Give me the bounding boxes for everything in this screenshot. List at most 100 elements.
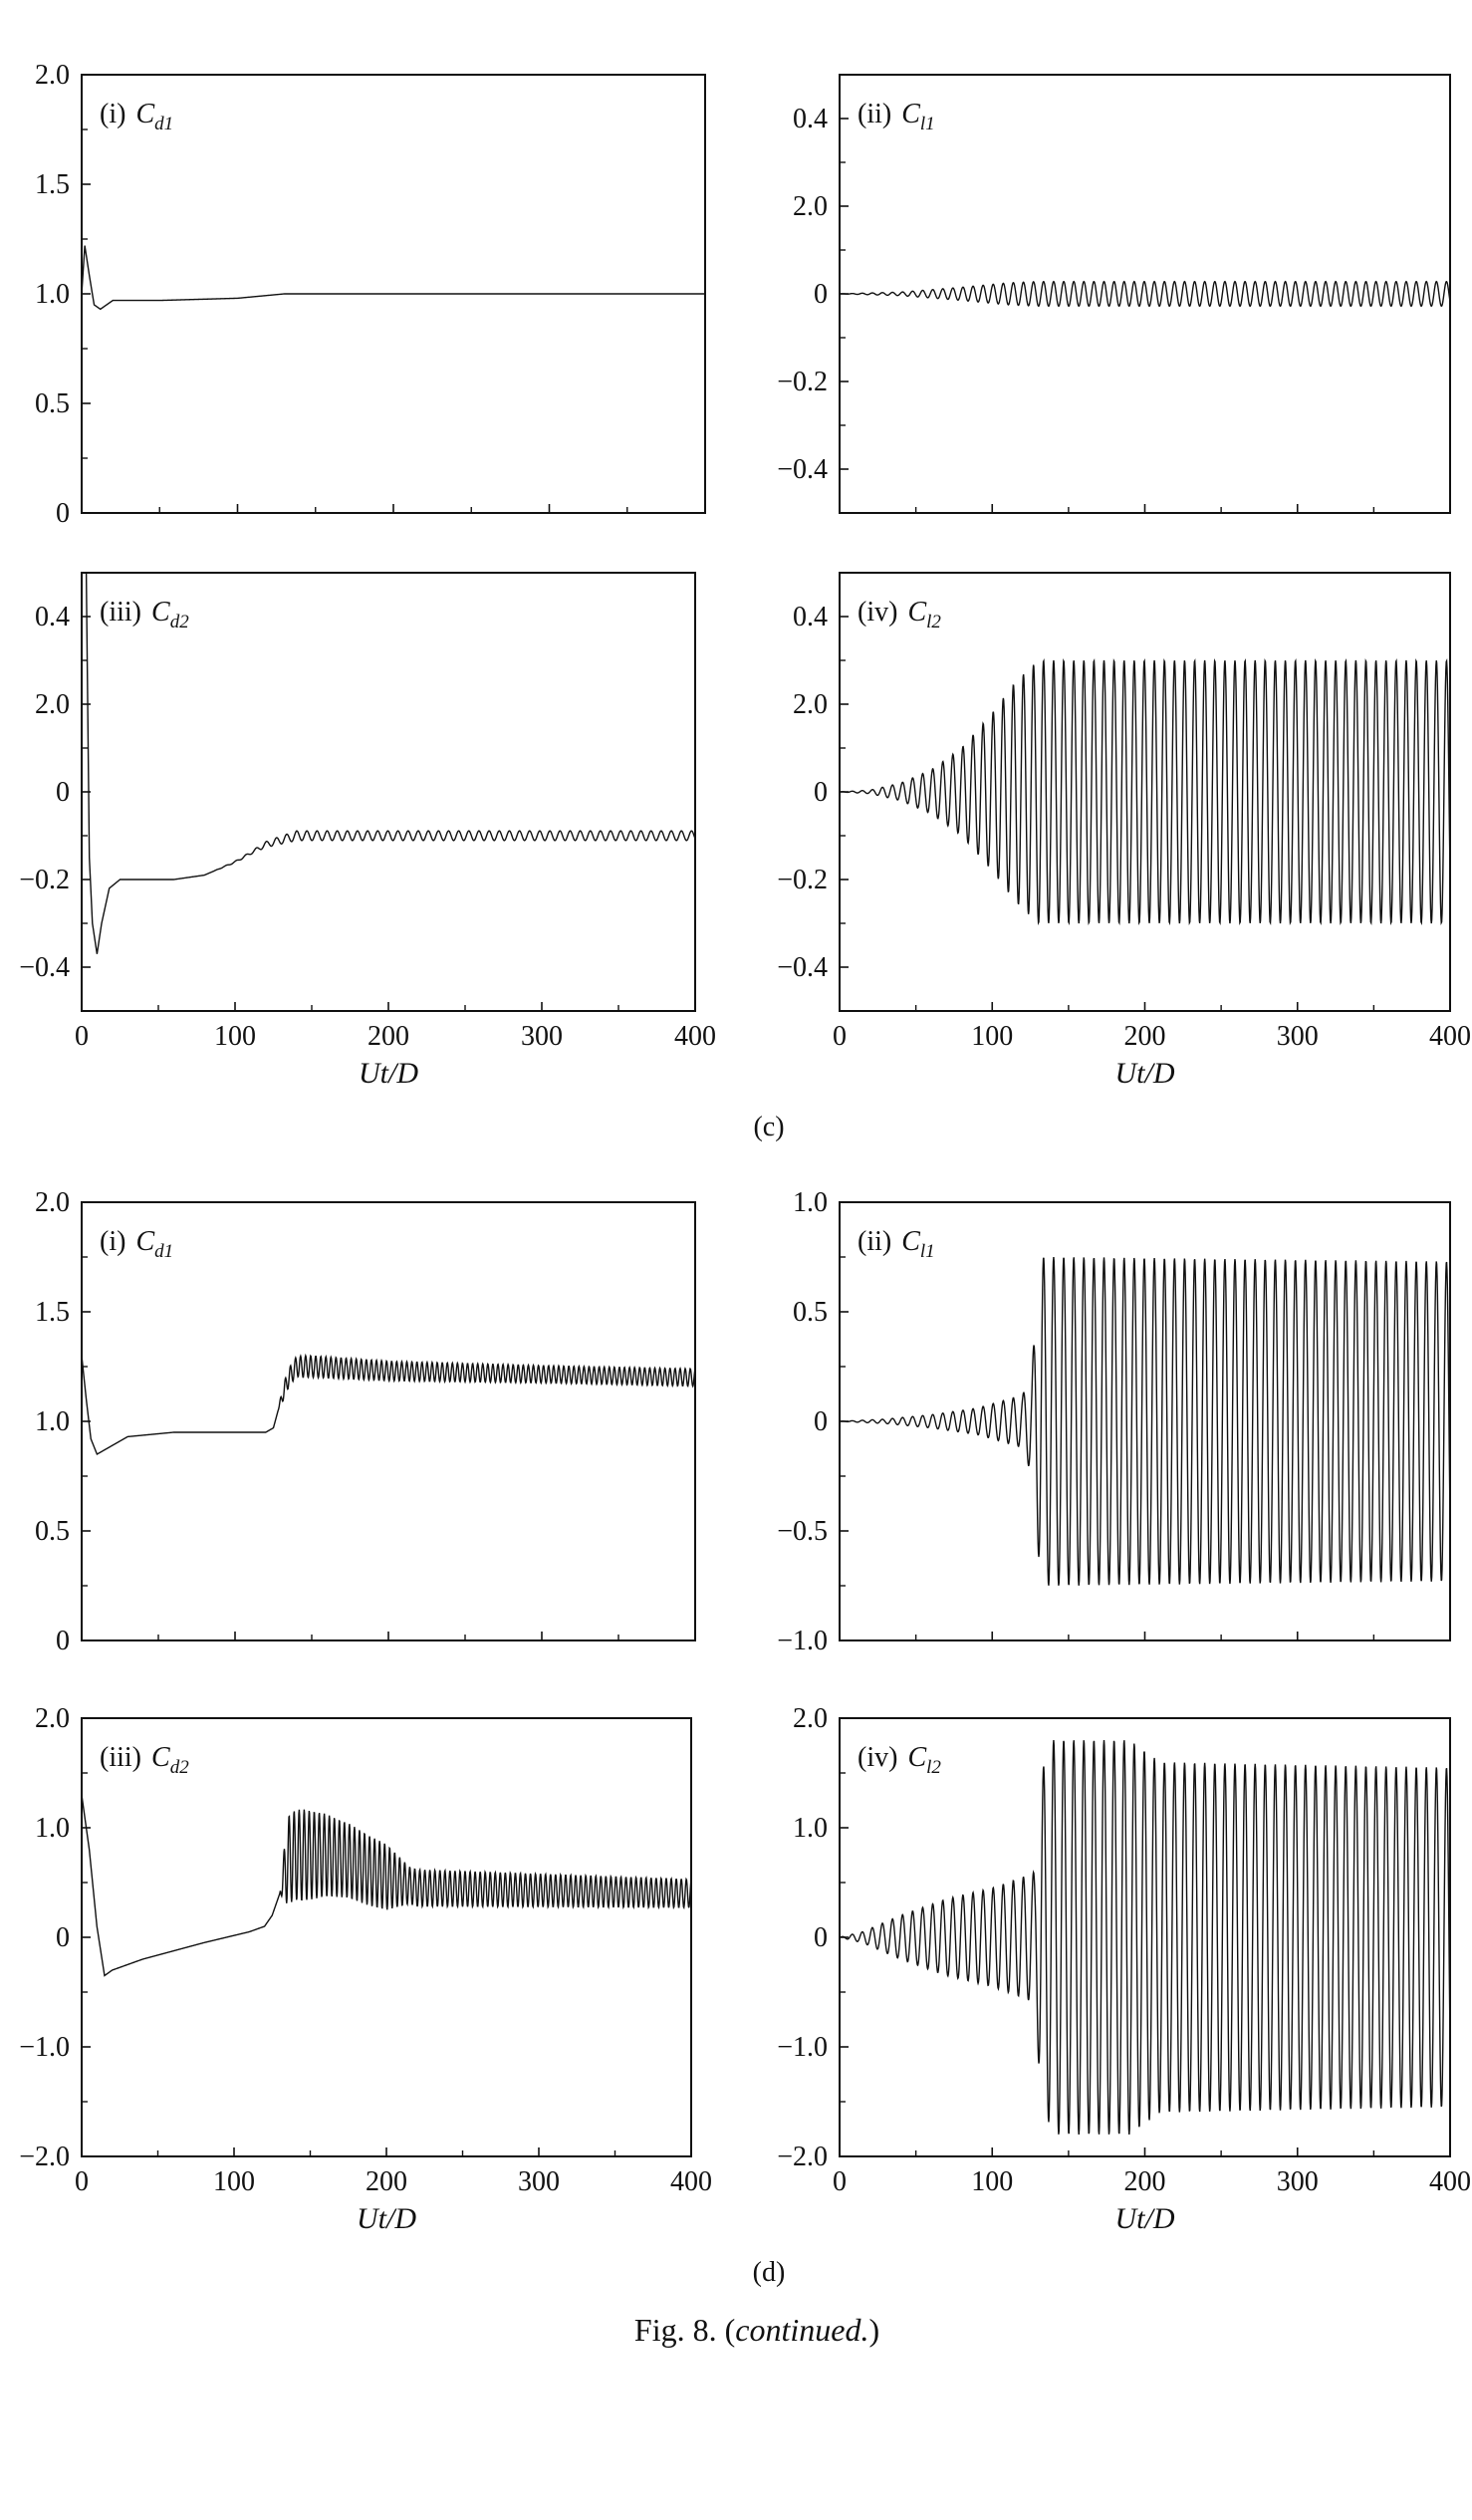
chart-panel-d-i: 0 0.5 1.0 1.5 2.0 (i) Cd1 [35,1187,696,1656]
y-tick-label: 1.0 [35,279,70,310]
plot-frame [81,572,696,1012]
series-line [840,280,1450,308]
y-tick-label: 0 [814,279,828,310]
panel-title: (ii) Cl1 [858,1226,935,1262]
x-tick-label: 100 [971,2166,1013,2197]
y-tick-label: −0.5 [777,1516,828,1547]
panel-title: (iv) Cl2 [858,1742,941,1778]
x-tick-label: 0 [833,1021,847,1052]
panel-roman: (i) [100,1226,125,1257]
y-tick-label: 1.0 [35,1813,70,1844]
panel-symbol: C [135,99,154,129]
chart-panel-d-iv: −2.0 −1.0 0 1.0 2.0 0 100 200 300 400 Ut/D (iv) Cl2 [777,1703,1471,2235]
chart-panel-c-iv: −0.4 −0.2 0 2.0 0.4 0 100 200 300 400 Ut/D (iv) Cl2 [777,572,1471,1090]
x-axis-label: Ut/D [1115,2202,1175,2235]
panel-roman: (iii) [100,1742,141,1773]
caption-suffix: ) [868,2312,879,2348]
panel-symbol: C [901,1226,920,1257]
x-tick-label: 100 [214,1021,256,1052]
series-line [82,573,695,954]
x-tick-label: 0 [833,2166,847,2197]
chart-panel-d-ii: −1.0 −0.5 0 0.5 1.0 (ii) Cl1 [777,1187,1451,1656]
y-tick-label: 0 [814,1406,828,1437]
x-tick-label: 200 [366,2166,407,2197]
chart-panel-c-iii: −0.4 −0.2 0 2.0 0.4 0 100 200 300 400 Ut/D (iii) Cd2 [19,572,716,1090]
panel-symbol: C [907,597,926,628]
panel-title: (iii) Cd2 [100,597,189,632]
panel-title: (iii) Cd2 [100,1742,189,1778]
y-tick-label: 0 [814,777,828,808]
panel-symbol: C [151,1742,170,1773]
x-tick-label: 300 [521,1021,563,1052]
panel-title: (ii) Cl1 [858,99,935,134]
y-tick-label: 0 [56,777,70,808]
chart-panel-c-ii: −0.4 −0.2 0 2.0 0.4 (ii) Cl1 [777,74,1451,514]
y-tick-label: 0.5 [35,388,70,419]
series-line [82,1353,695,1456]
panel-subscript: l2 [926,612,941,632]
y-tick-label: 2.0 [793,1703,828,1734]
caption-prefix: Fig. 8. ( [634,2312,735,2348]
y-tick-label: −0.4 [777,454,828,485]
panel-subscript: d2 [170,612,190,632]
chart-panels: 0 0.5 1.0 1.5 2.0 (i) Cd1 −0.4 −0.2 0 2.0 0.4 (ii) Cl… [19,60,1471,2235]
y-tick-label: −1.0 [19,2032,70,2063]
y-tick-label: 2.0 [35,1703,70,1734]
panel-symbol: C [901,99,920,129]
y-tick-label: −2.0 [777,2142,828,2172]
x-tick-label: 400 [674,1021,716,1052]
x-tick-label: 300 [1277,2166,1319,2197]
chart-panel-d-iii: −2.0 −1.0 0 1.0 2.0 0 100 200 300 400 Ut/D (iii) Cd2 [19,1703,712,2235]
y-tick-label: 2.0 [793,191,828,222]
x-tick-label: 400 [670,2166,712,2197]
panel-subscript: d1 [154,114,173,134]
panel-title: (i) Cd1 [100,99,173,134]
y-tick-label: 1.5 [35,169,70,200]
panel-symbol: C [135,1226,154,1257]
y-tick-label: −1.0 [777,1626,828,1656]
x-tick-label: 200 [1124,2166,1166,2197]
series-line [840,1739,1450,2136]
x-tick-label: 200 [368,1021,409,1052]
y-tick-label: −0.4 [19,952,70,983]
panel-subscript: d2 [170,1757,190,1778]
x-axis-label: Ut/D [357,2202,416,2235]
y-tick-label: 0 [56,1626,70,1656]
panel-roman: (iv) [858,1742,897,1773]
series-line [82,1794,691,1977]
panel-roman: (iv) [858,597,897,628]
y-tick-label: 0.5 [793,1297,828,1328]
x-tick-label: 400 [1429,2166,1471,2197]
series-line [840,657,1450,926]
y-tick-label: −0.2 [777,367,828,397]
figure-caption: Fig. 8. (continued.) [634,2312,879,2348]
x-tick-label: 300 [518,2166,560,2197]
panel-roman: (ii) [858,99,891,129]
panel-symbol: C [907,1742,926,1773]
chart-panel-c-i: 0 0.5 1.0 1.5 2.0 (i) Cd1 [35,60,706,529]
y-tick-label: 0 [56,498,70,529]
y-tick-label: 0 [56,1922,70,1953]
x-tick-label: 400 [1429,1021,1471,1052]
plot-frame [81,1717,692,2157]
y-tick-label: −1.0 [777,2032,828,2063]
panel-title: (i) Cd1 [100,1226,173,1262]
panel-symbol: C [151,597,170,628]
y-tick-label: −2.0 [19,2142,70,2172]
y-tick-label: −0.4 [777,952,828,983]
x-axis-label: Ut/D [359,1057,418,1090]
y-tick-label: 2.0 [35,60,70,91]
panel-roman: (ii) [858,1226,891,1257]
x-tick-label: 100 [971,1021,1013,1052]
sublabel-c: (c) [753,1112,784,1142]
series-line [82,245,705,311]
x-tick-label: 0 [75,2166,89,2197]
y-tick-label: 1.0 [793,1187,828,1218]
y-tick-label: 2.0 [35,1187,70,1218]
x-tick-label: 0 [75,1021,89,1052]
y-tick-label: 1.0 [35,1406,70,1437]
panel-subscript: d1 [154,1241,173,1262]
y-tick-label: 0.5 [35,1516,70,1547]
